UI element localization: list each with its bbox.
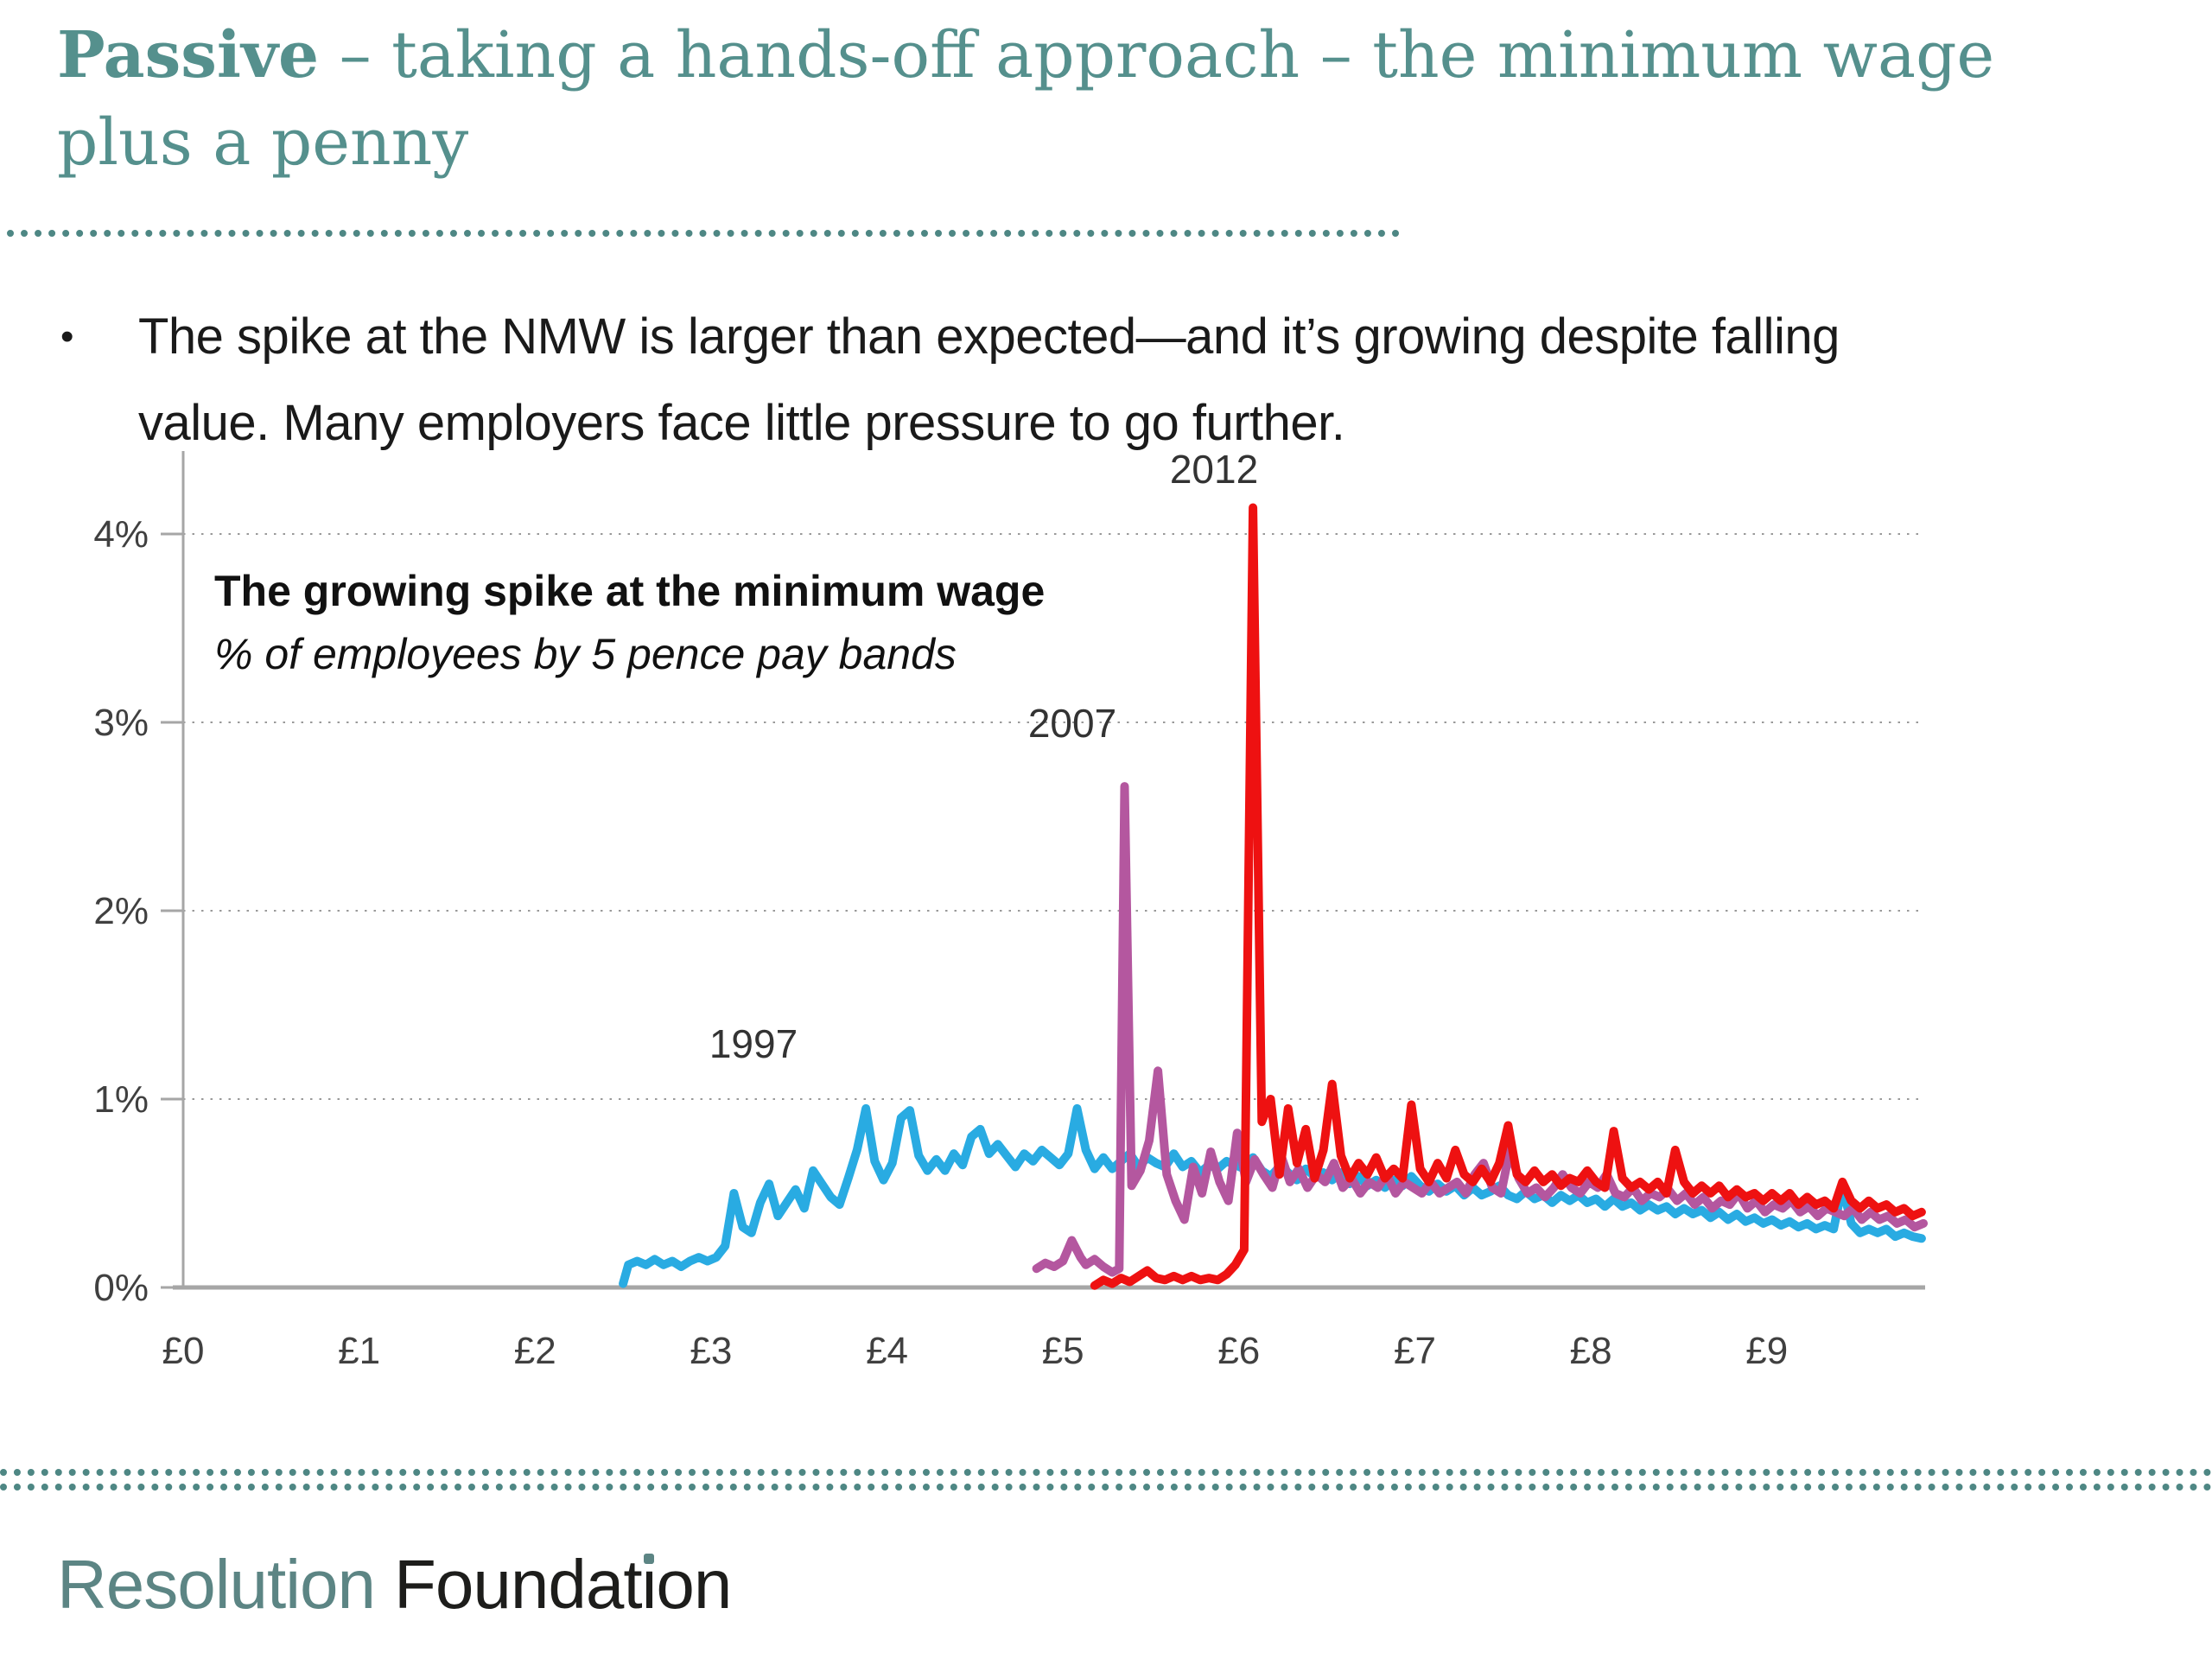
bullet-text: The spike at the NMW is larger than expe…: [138, 294, 1840, 467]
page-title-line-1: Passive – taking a hands-off approach – …: [57, 12, 1994, 99]
bottom-separator-row-1: [0, 1469, 2212, 1476]
chart-canvas: 0% 1% 2% 3% 4% £0 £1 £2 £3 £4 £5 £6 £7 £8 £9 2012 2007 19…: [93, 447, 1928, 1372]
chart-subtitle: % of employees by 5 pence pay bands: [214, 630, 957, 678]
bullet-icon: •: [60, 315, 74, 358]
y-tick-label-0: 0%: [93, 1267, 149, 1309]
logo-foundation-text-end: on: [656, 1546, 732, 1623]
x-tick-label-4: £4: [866, 1330, 908, 1372]
x-tick-label-0: £0: [162, 1330, 205, 1372]
top-dotted-separator: [7, 230, 1400, 237]
annotation-2007: 2007: [1028, 701, 1116, 746]
bottom-separator-row-2: [0, 1484, 2212, 1491]
x-tick-label-3: £3: [690, 1330, 732, 1372]
bullet-line-1: The spike at the NMW is larger than expe…: [138, 308, 1840, 365]
y-tick-label-3: 3%: [93, 702, 149, 744]
x-tick-label-8: £8: [1570, 1330, 1612, 1372]
x-tick-label-2: £2: [514, 1330, 556, 1372]
annotation-2012: 2012: [1170, 447, 1258, 492]
bullet-line-2: value. Many employers face little pressu…: [138, 395, 1345, 451]
series-1997: [619, 1103, 1926, 1288]
page-title-rest: – taking a hands-off approach – the mini…: [319, 18, 1995, 92]
page-title-line-2: plus a penny: [57, 105, 469, 180]
logo-foundation-text-start: Foundat: [394, 1546, 643, 1623]
x-tick-label-6: £6: [1217, 1330, 1260, 1372]
annotation-1997: 1997: [709, 1021, 798, 1066]
y-tick-label-4: 4%: [93, 513, 149, 556]
logo-green-dot-i: i: [641, 1546, 658, 1623]
resolution-foundation-logo: Resolution Foundation: [57, 1545, 732, 1624]
bottom-dotted-separator: [0, 1469, 2212, 1498]
bullet-row: • The spike at the NMW is larger than ex…: [60, 294, 1840, 467]
logo-resolution-text: Resolution: [57, 1546, 376, 1623]
x-tick-label-1: £1: [338, 1330, 380, 1372]
y-tick-label-2: 2%: [93, 890, 149, 932]
chart-title: The growing spike at the minimum wage: [214, 567, 1046, 615]
page-title: Passive – taking a hands-off approach – …: [57, 12, 1994, 187]
page-title-bold: Passive: [57, 18, 320, 92]
y-tick-label-1: 1%: [93, 1078, 149, 1121]
x-tick-label-9: £9: [1745, 1330, 1788, 1372]
x-tick-label-5: £5: [1042, 1330, 1084, 1372]
series-2012: [1090, 503, 1926, 1290]
x-tick-label-7: £7: [1394, 1330, 1436, 1372]
